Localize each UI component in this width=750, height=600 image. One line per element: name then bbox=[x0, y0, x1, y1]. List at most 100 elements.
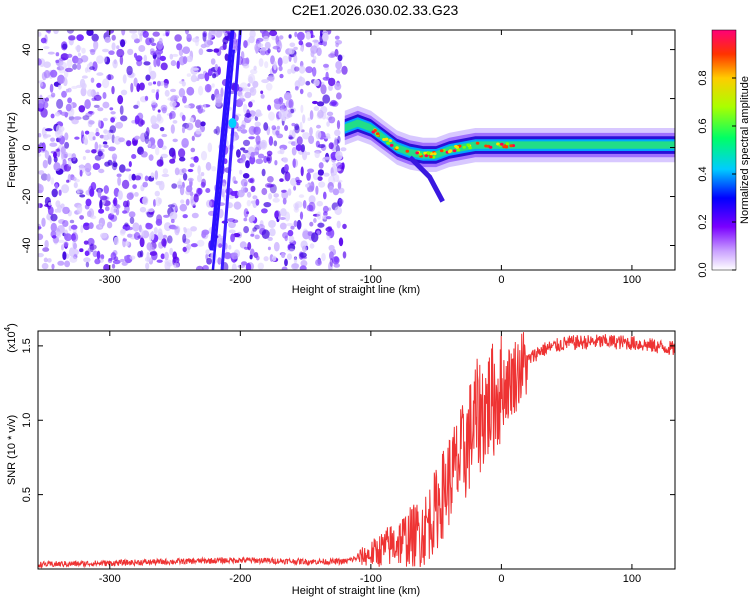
noise-speckle bbox=[239, 169, 243, 175]
noise-speckle bbox=[182, 173, 188, 181]
noise-speckle bbox=[296, 181, 301, 186]
noise-speckle bbox=[89, 66, 95, 71]
noise-speckle bbox=[169, 247, 174, 256]
ridge-hotspot bbox=[388, 139, 393, 143]
noise-speckle bbox=[267, 246, 271, 251]
noise-speckle bbox=[263, 256, 269, 262]
noise-speckle bbox=[65, 67, 73, 73]
noise-speckle bbox=[256, 113, 260, 118]
noise-speckle bbox=[40, 108, 48, 118]
noise-speckle bbox=[122, 210, 128, 214]
noise-speckle bbox=[309, 243, 315, 249]
noise-speckle bbox=[54, 111, 61, 117]
noise-speckle bbox=[211, 166, 217, 172]
noise-speckle bbox=[338, 237, 344, 247]
noise-speckle bbox=[331, 172, 335, 177]
ridge-hotspot bbox=[456, 148, 461, 152]
noise-speckle bbox=[186, 73, 192, 77]
noise-speckle bbox=[287, 244, 291, 251]
noise-speckle bbox=[129, 74, 135, 79]
noise-speckle bbox=[150, 231, 155, 241]
noise-speckle bbox=[155, 218, 163, 226]
noise-speckle bbox=[134, 38, 140, 44]
noise-speckle bbox=[316, 47, 322, 56]
noise-speckle bbox=[145, 223, 153, 230]
spectrogram-x-label: Height of straight line (km) bbox=[292, 284, 420, 296]
noise-speckle bbox=[268, 193, 273, 200]
noise-speckle bbox=[40, 173, 48, 181]
ridge-hotspot bbox=[375, 132, 380, 136]
noise-speckle bbox=[278, 35, 284, 40]
noise-speckle bbox=[179, 156, 186, 162]
noise-speckle bbox=[302, 200, 307, 209]
noise-speckle bbox=[240, 124, 246, 130]
noise-speckle bbox=[104, 56, 111, 65]
noise-speckle bbox=[240, 129, 248, 134]
x-tick-label: 100 bbox=[623, 274, 641, 286]
noise-speckle bbox=[131, 33, 138, 40]
noise-speckle bbox=[306, 172, 311, 181]
noise-speckle bbox=[265, 82, 273, 91]
noise-speckle bbox=[293, 46, 298, 51]
noise-speckle bbox=[88, 222, 94, 230]
noise-speckle bbox=[258, 58, 264, 67]
noise-speckle bbox=[281, 189, 287, 193]
noise-speckle bbox=[191, 67, 199, 71]
noise-speckle bbox=[81, 75, 88, 79]
noise-speckle bbox=[43, 46, 50, 50]
noise-speckle bbox=[240, 178, 248, 187]
noise-speckle bbox=[204, 72, 210, 82]
noise-speckle bbox=[44, 134, 51, 138]
noise-speckle bbox=[307, 231, 313, 237]
noise-speckle bbox=[90, 215, 97, 220]
noise-speckle bbox=[156, 259, 163, 263]
noise-speckle bbox=[305, 31, 311, 40]
noise-speckle bbox=[92, 250, 98, 258]
noise-speckle bbox=[190, 243, 198, 248]
noise-speckle bbox=[298, 65, 306, 74]
noise-speckle bbox=[68, 35, 76, 41]
noise-speckle bbox=[184, 228, 193, 238]
noise-speckle bbox=[197, 73, 206, 80]
noise-speckle bbox=[282, 197, 287, 205]
noise-speckle bbox=[323, 63, 329, 68]
noise-speckle bbox=[287, 229, 294, 237]
noise-speckle bbox=[191, 135, 195, 141]
noise-speckle bbox=[186, 55, 193, 63]
noise-speckle bbox=[189, 117, 194, 123]
ridge-hotspot bbox=[455, 145, 460, 149]
noise-speckle bbox=[158, 180, 165, 191]
noise-speckle bbox=[155, 196, 162, 207]
noise-speckle bbox=[97, 107, 104, 112]
noise-speckle bbox=[233, 201, 242, 210]
noise-speckle bbox=[104, 161, 111, 167]
ridge-hotspot bbox=[427, 151, 431, 155]
noise-speckle bbox=[97, 188, 102, 198]
noise-speckle bbox=[133, 77, 138, 87]
noise-speckle bbox=[282, 232, 289, 239]
noise-speckle bbox=[115, 208, 120, 216]
noise-speckle bbox=[103, 185, 110, 194]
noise-speckle bbox=[287, 188, 292, 196]
noise-speckle bbox=[285, 223, 294, 227]
noise-speckle bbox=[84, 99, 91, 110]
noise-speckle bbox=[110, 111, 116, 115]
noise-speckle bbox=[290, 108, 295, 114]
noise-speckle bbox=[291, 146, 297, 156]
noise-speckle bbox=[135, 55, 143, 62]
noise-speckle bbox=[86, 89, 94, 97]
noise-speckle bbox=[296, 219, 302, 230]
noise-speckle bbox=[264, 61, 269, 69]
noise-speckle bbox=[263, 122, 269, 131]
noise-speckle bbox=[326, 231, 332, 237]
noise-speckle bbox=[109, 107, 114, 111]
noise-speckle bbox=[190, 147, 196, 153]
noise-speckle bbox=[82, 156, 86, 160]
chart-title: C2E1.2026.030.02.33.G23 bbox=[291, 2, 459, 18]
noise-speckle bbox=[231, 252, 239, 260]
noise-speckle bbox=[281, 266, 288, 270]
noise-speckle bbox=[293, 185, 297, 191]
ridge-hotspot bbox=[429, 155, 433, 159]
noise-speckle bbox=[91, 149, 97, 154]
noise-speckle bbox=[177, 184, 183, 189]
